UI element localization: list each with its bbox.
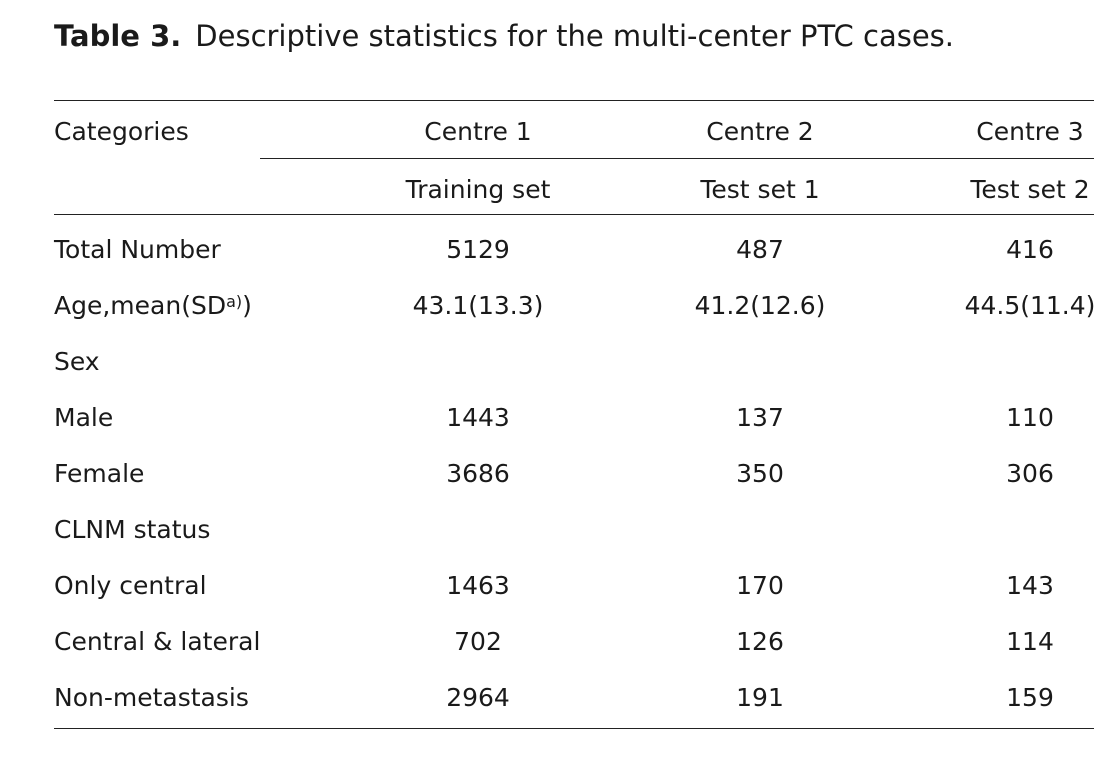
cell-male-centre-2: 137 xyxy=(736,403,784,432)
cell-female-centre-2: 350 xyxy=(736,459,784,488)
cell-age-centre-3: 44.5(11.4) xyxy=(964,291,1096,320)
cell-total-centre-1: 5129 xyxy=(446,235,510,264)
cell-non-metastasis-centre-3: 159 xyxy=(1006,683,1054,712)
cell-non-metastasis-centre-1: 2964 xyxy=(446,683,510,712)
header-set-1: Training set xyxy=(405,175,551,204)
table-caption-text: Descriptive statistics for the multi-cen… xyxy=(195,19,954,53)
age-label-text: Age,mean(SD xyxy=(54,291,227,320)
row-label-only-central: Only central xyxy=(54,571,207,600)
header-centre-2: Centre 2 xyxy=(706,117,814,146)
row-label-sex: Sex xyxy=(54,347,100,376)
header-bottom-rule xyxy=(54,214,1094,215)
cell-central-lateral-centre-2: 126 xyxy=(736,627,784,656)
cell-total-centre-3: 416 xyxy=(1006,235,1054,264)
row-label-female: Female xyxy=(54,459,145,488)
cell-only-central-centre-3: 143 xyxy=(1006,571,1054,600)
header-span-rule xyxy=(260,158,1094,159)
header-set-3: Test set 2 xyxy=(970,175,1090,204)
header-centre-1: Centre 1 xyxy=(424,117,532,146)
table-caption: Table 3. Descriptive statistics for the m… xyxy=(54,14,954,58)
table-bottom-rule xyxy=(54,728,1094,729)
row-label-central-lateral: Central & lateral xyxy=(54,627,261,656)
header-centre-3: Centre 3 xyxy=(976,117,1084,146)
cell-age-centre-1: 43.1(13.3) xyxy=(412,291,544,320)
row-label-male: Male xyxy=(54,403,114,432)
row-label-non-metastasis: Non-metastasis xyxy=(54,683,249,712)
cell-only-central-centre-2: 170 xyxy=(736,571,784,600)
table-top-rule xyxy=(54,100,1094,101)
cell-female-centre-1: 3686 xyxy=(446,459,510,488)
row-label-clnm-status: CLNM status xyxy=(54,515,211,544)
row-label-total-number: Total Number xyxy=(54,235,221,264)
header-categories: Categories xyxy=(54,117,189,146)
table-caption-label: Table 3. xyxy=(54,19,182,53)
header-set-2: Test set 1 xyxy=(700,175,820,204)
cell-total-centre-2: 487 xyxy=(736,235,784,264)
cell-only-central-centre-1: 1463 xyxy=(446,571,510,600)
cell-male-centre-1: 1443 xyxy=(446,403,510,432)
cell-non-metastasis-centre-2: 191 xyxy=(736,683,784,712)
age-label-suffix: ) xyxy=(242,291,252,320)
cell-central-lateral-centre-1: 702 xyxy=(454,627,502,656)
cell-male-centre-3: 110 xyxy=(1006,403,1054,432)
row-label-age: Age,mean(SDa)) xyxy=(54,288,252,324)
cell-age-centre-2: 41.2(12.6) xyxy=(694,291,826,320)
cell-central-lateral-centre-3: 114 xyxy=(1006,627,1054,656)
cell-female-centre-3: 306 xyxy=(1006,459,1054,488)
footnote-marker: a) xyxy=(226,292,243,311)
